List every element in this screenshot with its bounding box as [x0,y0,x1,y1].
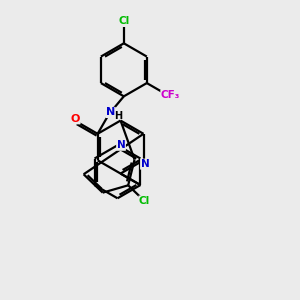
Text: N: N [117,140,125,150]
Text: N: N [106,107,115,117]
Text: O: O [71,114,80,124]
Text: Cl: Cl [118,16,130,26]
Text: CF₃: CF₃ [161,90,180,100]
Text: N: N [141,159,149,169]
Text: Cl: Cl [139,196,150,206]
Text: H: H [114,111,123,121]
